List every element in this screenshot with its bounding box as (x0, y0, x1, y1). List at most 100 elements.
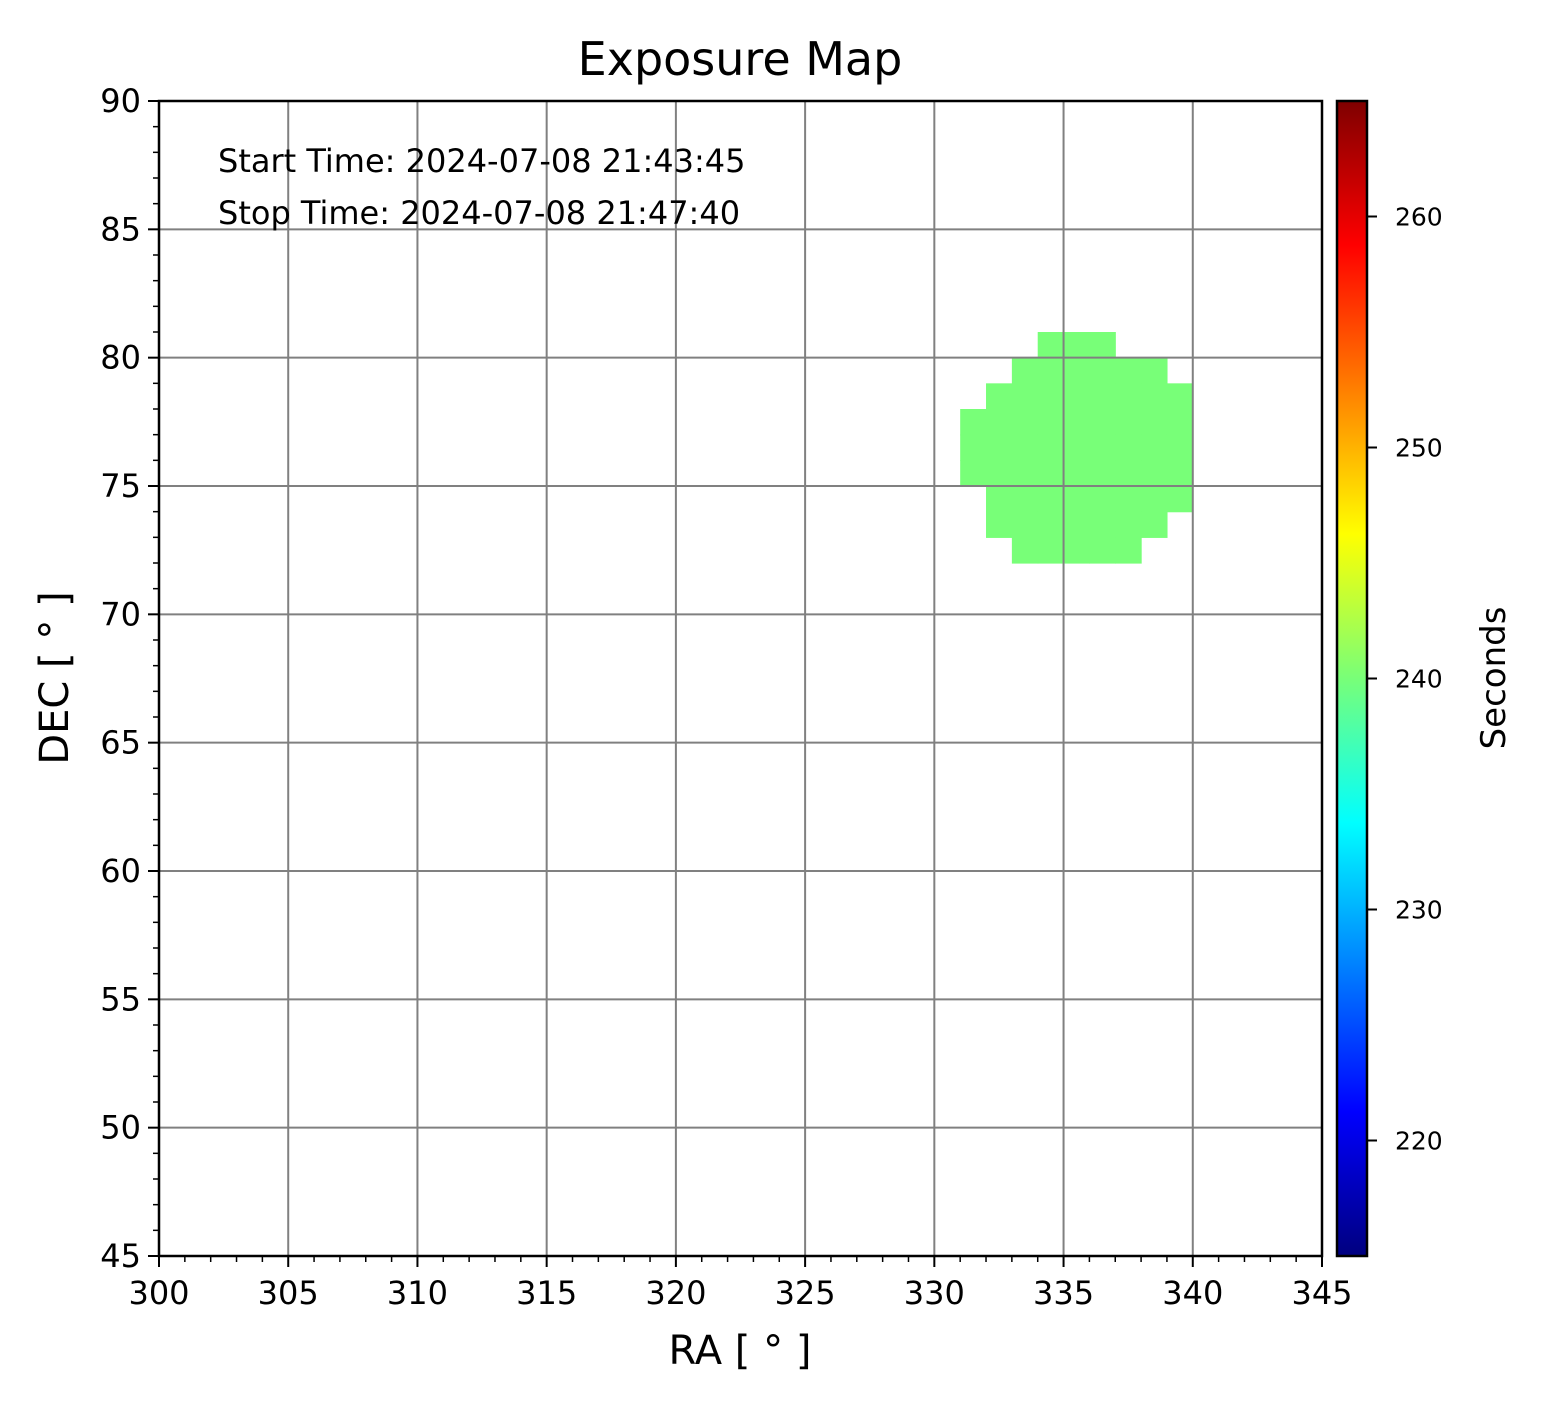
colorbar-ticks: 220 230 240 250 260 (1367, 203, 1443, 1156)
colorbar-tick-label: 240 (1395, 665, 1443, 694)
y-tick-label: 60 (100, 852, 141, 890)
colorbar-tick-label: 230 (1395, 896, 1443, 925)
heatmap-cell (1141, 357, 1168, 384)
heatmap-cell (1037, 486, 1065, 513)
exposure-cells (960, 332, 1194, 564)
heatmap-cell (1063, 383, 1090, 410)
chart-title: Exposure Map (578, 32, 903, 86)
heatmap-cell (986, 434, 1013, 461)
heatmap-cell (1089, 409, 1116, 436)
y-tick-label: 45 (100, 1237, 141, 1275)
y-tick-label: 65 (100, 724, 141, 762)
colorbar-label: Seconds (1474, 607, 1514, 750)
heatmap-cell (1089, 537, 1116, 564)
heatmap-cell (1037, 332, 1065, 359)
heatmap-cell (1063, 332, 1090, 359)
heatmap-cell (1011, 409, 1039, 436)
heatmap-cell (1089, 357, 1116, 384)
heatmap-cell (960, 434, 987, 461)
annotation-start-time: Start Time: 2024-07-08 21:43:45 (218, 142, 745, 180)
heatmap-cell (1115, 434, 1142, 461)
x-tick-label: 300 (128, 1274, 189, 1312)
colorbar-tick-label: 220 (1395, 1127, 1443, 1156)
heatmap-cell (1063, 460, 1090, 487)
heatmap-cell (986, 511, 1013, 538)
y-tick-label: 80 (100, 339, 141, 377)
y-tick-label: 50 (100, 1109, 141, 1147)
heatmap-cell (1115, 537, 1142, 564)
heatmap-cell (1166, 409, 1194, 436)
annotation-stop-time: Stop Time: 2024-07-08 21:47:40 (218, 194, 740, 232)
heatmap-cell (1063, 511, 1090, 538)
heatmap-cell (1115, 486, 1142, 513)
heatmap-cell (1115, 460, 1142, 487)
x-tick-label: 305 (258, 1274, 319, 1312)
heatmap-cell (1037, 460, 1065, 487)
y-tick-label: 75 (100, 467, 141, 505)
heatmap-cell (1089, 434, 1116, 461)
heatmap-cell (1115, 357, 1142, 384)
y-tick-label: 70 (100, 595, 141, 633)
heatmap-cell (986, 383, 1013, 410)
heatmap-cell (1166, 460, 1194, 487)
y-tick-label: 55 (100, 980, 141, 1018)
heatmap-cell (1037, 357, 1065, 384)
heatmap-cell (1037, 409, 1065, 436)
heatmap-cell (1063, 537, 1090, 564)
heatmap-cell (1166, 486, 1194, 513)
heatmap-cell (1037, 383, 1065, 410)
heatmap-cell (1115, 383, 1142, 410)
heatmap-cell (1089, 486, 1116, 513)
heatmap-cell (1063, 357, 1090, 384)
heatmap-cell (1011, 460, 1039, 487)
heatmap-cell (1166, 434, 1194, 461)
heatmap-cell (1037, 537, 1065, 564)
x-tick-label: 325 (775, 1274, 836, 1312)
colorbar (1335, 99, 1369, 1258)
heatmap-cell (1141, 409, 1168, 436)
y-axis-label: DEC [ ° ] (32, 591, 78, 764)
heatmap-cell (1037, 511, 1065, 538)
x-tick-label: 345 (1291, 1274, 1352, 1312)
x-tick-label: 320 (645, 1274, 706, 1312)
colorbar-tick-label: 260 (1395, 203, 1443, 232)
x-tick-label: 335 (1033, 1274, 1094, 1312)
heatmap-cell (986, 409, 1013, 436)
heatmap-cell (1089, 460, 1116, 487)
colorbar-tick-label: 250 (1395, 434, 1443, 463)
heatmap-cell (1063, 486, 1090, 513)
heatmap-cell (1011, 383, 1039, 410)
heatmap-cell (1141, 383, 1168, 410)
heatmap-cell (986, 460, 1013, 487)
heatmap-cell (1141, 486, 1168, 513)
heatmap-cell (1011, 486, 1039, 513)
heatmap-cell (1141, 460, 1168, 487)
x-axis-label: RA [ ° ] (669, 1328, 812, 1374)
heatmap-cell (1011, 511, 1039, 538)
heatmap-cell (1011, 357, 1039, 384)
heatmap-cell (986, 486, 1013, 513)
heatmap-cell (960, 460, 987, 487)
heatmap-cell (1037, 434, 1065, 461)
y-tick-label: 90 (100, 82, 141, 120)
x-tick-label: 310 (387, 1274, 448, 1312)
heatmap-cell (1063, 434, 1090, 461)
heatmap-cell (1011, 537, 1039, 564)
heatmap-cell (1089, 332, 1116, 359)
heatmap-cell (1166, 383, 1194, 410)
plot-frame (157, 99, 1324, 1258)
heatmap-cell (1089, 383, 1116, 410)
heatmap-cell (1011, 434, 1039, 461)
y-tick-label: 85 (100, 210, 141, 248)
heatmap-cell (1063, 409, 1090, 436)
heatmap-cell (1115, 511, 1142, 538)
heatmap-cell (1141, 434, 1168, 461)
heatmap-cell (1141, 511, 1168, 538)
heatmap-cell (960, 409, 987, 436)
heatmap-cell (1115, 409, 1142, 436)
x-tick-label: 340 (1162, 1274, 1223, 1312)
grid-lines (158, 100, 1323, 1257)
x-tick-label: 315 (516, 1274, 577, 1312)
heatmap-cell (1089, 511, 1116, 538)
